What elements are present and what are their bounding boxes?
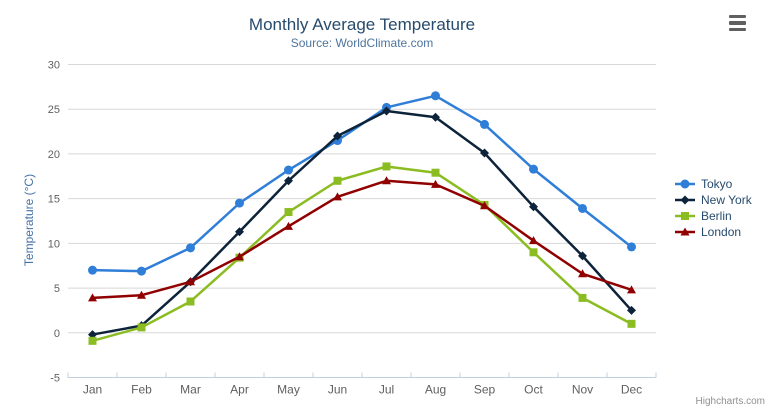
series-point-tokyo[interactable] (627, 242, 636, 252)
x-axis-label: Feb (131, 383, 152, 397)
series-point-new-york[interactable] (431, 112, 440, 122)
series-line-tokyo (91, 94, 633, 273)
hamburger-icon (729, 21, 746, 25)
highcharts-credit[interactable]: Highcharts.com (695, 396, 765, 407)
series-point-tokyo[interactable] (529, 164, 538, 174)
series-point-london[interactable] (382, 176, 391, 185)
x-axis-label: Jan (83, 383, 102, 397)
series-point-london[interactable] (137, 290, 146, 299)
legend: Tokyo New York Berlin London (674, 176, 752, 240)
series-line-new-york (91, 109, 633, 336)
chart-title: Monthly Average Temperature (248, 15, 476, 34)
series-point-london[interactable] (627, 285, 636, 294)
x-axis-label: Jun (328, 383, 347, 397)
series-point-berlin[interactable] (88, 336, 97, 345)
series-point-london[interactable] (186, 277, 195, 286)
export-menu-button[interactable] (729, 15, 749, 31)
x-axis-label: Jul (379, 383, 394, 397)
y-axis-title: Temperature (°C) (22, 173, 36, 267)
legend-label: New York (701, 193, 752, 207)
y-axis-label: 15 (48, 194, 60, 206)
series-point-new-york[interactable] (235, 227, 244, 237)
hamburger-icon (729, 27, 746, 31)
legend-marker-london (675, 227, 695, 236)
y-axis-label: -5 (50, 373, 60, 385)
series-line-london (91, 179, 633, 300)
series-point-london[interactable] (284, 221, 293, 230)
x-axis-label: Nov (572, 383, 593, 397)
series-point-new-york[interactable] (88, 330, 97, 340)
legend-marker-berlin (675, 212, 695, 220)
y-axis-label: 20 (48, 149, 60, 161)
series-point-berlin[interactable] (333, 176, 342, 185)
legend-symbol-marker (680, 195, 690, 205)
series-point-new-york[interactable] (333, 131, 342, 141)
legend-item-new-york[interactable]: New York (674, 192, 752, 208)
legend-symbol-marker (680, 179, 690, 189)
series-point-berlin[interactable] (284, 208, 293, 217)
legend-marker-new-york (675, 195, 695, 205)
hamburger-icon (729, 15, 746, 19)
y-axis-label: 10 (48, 238, 60, 250)
x-axis-label: Apr (230, 383, 249, 397)
legend-item-berlin[interactable]: Berlin (674, 208, 752, 224)
y-axis-label: 30 (48, 60, 60, 72)
series-point-london[interactable] (333, 192, 342, 201)
series-point-london[interactable] (235, 252, 244, 261)
series-point-new-york[interactable] (529, 202, 538, 212)
legend-item-london[interactable]: London (674, 224, 752, 240)
series-point-new-york[interactable] (627, 305, 636, 315)
series-point-london[interactable] (578, 269, 587, 278)
series-point-tokyo[interactable] (431, 91, 440, 101)
legend-symbol-marker (680, 227, 690, 236)
x-axis-label: Aug (425, 383, 446, 397)
series-point-london[interactable] (529, 236, 538, 245)
series-point-tokyo[interactable] (186, 243, 195, 253)
series-point-berlin[interactable] (627, 319, 636, 328)
series-point-london[interactable] (88, 293, 97, 302)
x-axis-label: Mar (180, 383, 201, 397)
series-point-new-york[interactable] (578, 251, 587, 261)
series-point-berlin[interactable] (578, 293, 587, 302)
legend-marker-tokyo (675, 179, 695, 189)
y-axis-label: 0 (54, 328, 60, 340)
x-axis-label: Oct (524, 383, 543, 397)
chart-subtitle: Source: WorldClimate.com (290, 36, 434, 50)
series-point-tokyo[interactable] (235, 198, 244, 208)
x-axis-label: Dec (621, 383, 642, 397)
legend-label: Tokyo (701, 177, 733, 191)
series-point-tokyo[interactable] (137, 266, 146, 276)
series-point-tokyo[interactable] (284, 165, 293, 175)
series-point-new-york[interactable] (382, 106, 391, 116)
series-point-tokyo[interactable] (480, 119, 489, 129)
series-point-new-york[interactable] (284, 176, 293, 186)
legend-symbol-marker (681, 212, 689, 220)
legend-label: London (701, 225, 742, 239)
series-point-berlin[interactable] (529, 248, 538, 257)
legend-label: Berlin (701, 209, 732, 223)
y-axis-label: 25 (48, 104, 60, 116)
series-point-berlin[interactable] (431, 168, 440, 177)
series-point-london[interactable] (431, 179, 440, 188)
x-axis-label: May (277, 383, 300, 397)
y-axis-label: 5 (54, 283, 60, 295)
series-point-berlin[interactable] (186, 297, 195, 306)
series-line-berlin (91, 165, 633, 343)
series-point-berlin[interactable] (137, 323, 146, 332)
x-axis-label: Sep (474, 383, 496, 397)
legend-item-tokyo[interactable]: Tokyo (674, 176, 752, 192)
series-point-tokyo[interactable] (578, 203, 587, 213)
series-point-new-york[interactable] (480, 148, 489, 158)
series-point-london[interactable] (480, 201, 489, 210)
series-point-tokyo[interactable] (88, 265, 97, 275)
series-point-berlin[interactable] (382, 162, 391, 171)
